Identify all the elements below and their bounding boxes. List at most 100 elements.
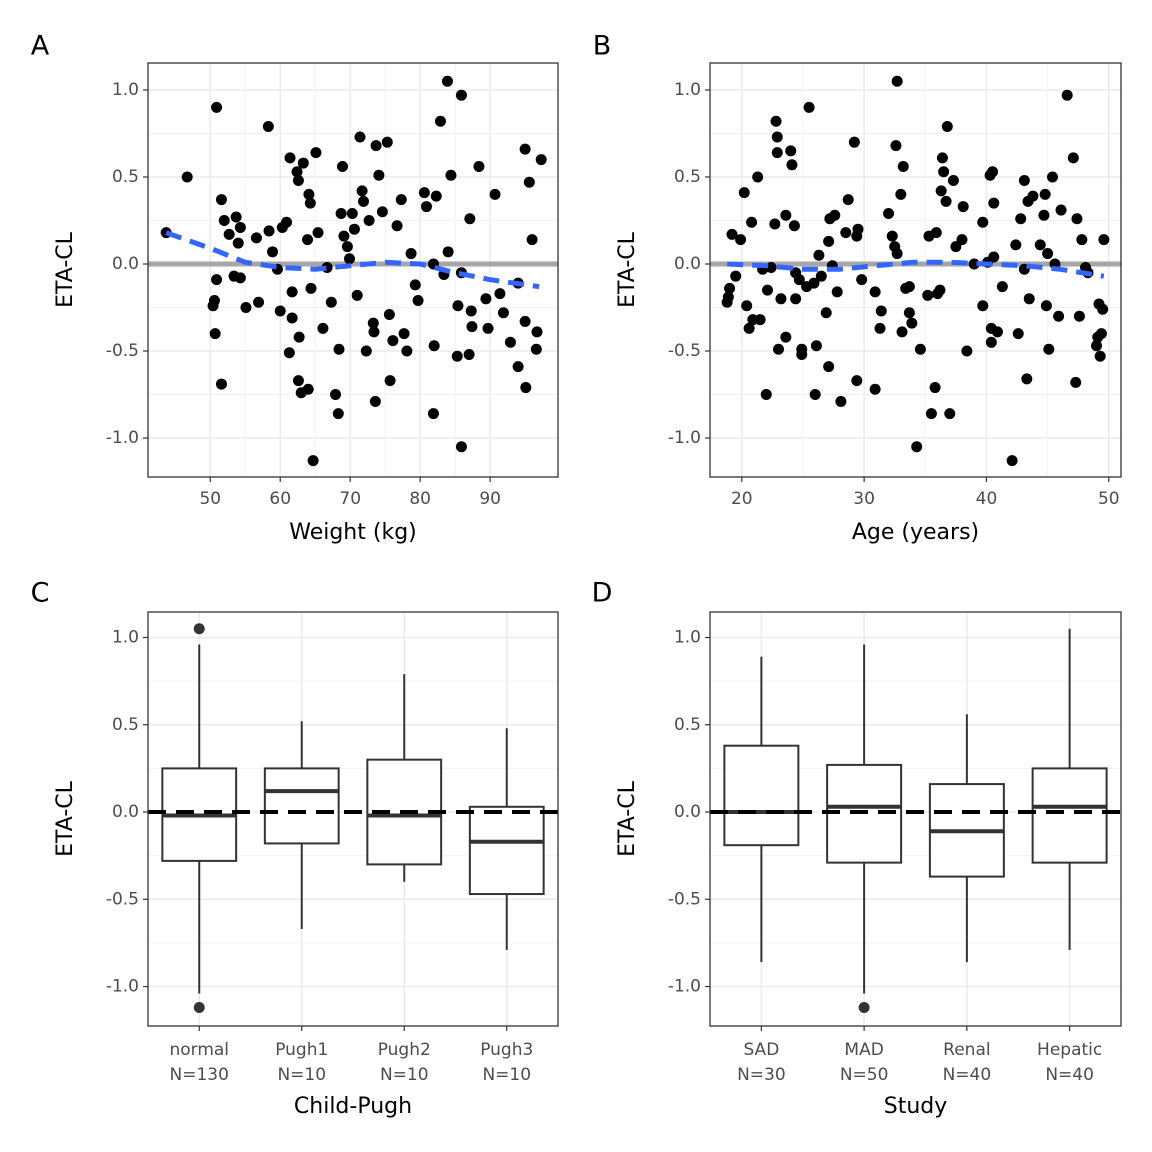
point <box>1053 310 1065 322</box>
point <box>1038 209 1050 221</box>
point <box>780 331 792 343</box>
point <box>215 378 227 390</box>
point <box>291 166 303 178</box>
x-tick-count: N=40 <box>1045 1065 1094 1085</box>
point <box>896 326 908 338</box>
x-tick-count: N=10 <box>277 1065 326 1085</box>
point <box>286 312 298 324</box>
point <box>940 195 952 207</box>
point <box>891 75 903 87</box>
point <box>267 246 279 258</box>
point <box>442 246 454 258</box>
point <box>209 328 221 340</box>
y-tick-label: 1.0 <box>112 80 139 100</box>
point <box>253 296 265 308</box>
point <box>452 300 464 312</box>
point <box>232 237 244 249</box>
y-tick-label: 0.5 <box>674 167 701 187</box>
point <box>851 375 863 387</box>
point <box>230 211 242 223</box>
point <box>302 234 314 246</box>
panel-label: D <box>592 578 613 609</box>
point <box>1012 328 1024 340</box>
point <box>813 249 825 261</box>
point <box>286 286 298 298</box>
point <box>906 317 918 329</box>
point <box>409 279 421 291</box>
point <box>369 395 381 407</box>
point <box>956 234 968 246</box>
point <box>420 201 432 213</box>
point <box>1091 340 1103 352</box>
x-tick-label: 80 <box>409 489 431 509</box>
x-tick-label: Pugh3 <box>480 1040 533 1060</box>
point <box>1067 152 1079 164</box>
point <box>1055 204 1067 216</box>
plot-area <box>148 63 558 477</box>
point <box>786 159 798 171</box>
point <box>726 228 738 240</box>
point <box>938 166 950 178</box>
point <box>793 274 805 286</box>
point <box>1023 293 1035 305</box>
point <box>987 166 999 178</box>
y-tick-label: -1.0 <box>106 428 139 448</box>
point <box>890 140 902 152</box>
point <box>741 300 753 312</box>
point <box>1098 234 1110 246</box>
point <box>988 197 1000 209</box>
point <box>754 314 766 326</box>
x-tick-label: normal <box>169 1040 229 1060</box>
point <box>344 253 356 265</box>
trend-line <box>165 230 540 290</box>
y-axis-title: ETA-CL <box>615 231 640 307</box>
point <box>430 190 442 202</box>
point <box>317 322 329 334</box>
point <box>360 345 372 357</box>
point <box>307 455 319 467</box>
point <box>996 281 1008 293</box>
x-tick-label: 90 <box>479 489 501 509</box>
y-tick-label: 0.5 <box>674 715 701 735</box>
point <box>434 115 446 127</box>
point <box>405 248 417 260</box>
point <box>752 171 764 183</box>
point <box>234 272 246 284</box>
point <box>1021 373 1033 385</box>
x-tick-label: Pugh2 <box>378 1040 431 1060</box>
point <box>391 220 403 232</box>
point <box>985 336 997 348</box>
x-axis-title: Study <box>884 1094 948 1119</box>
point <box>957 201 969 213</box>
point <box>341 241 353 253</box>
point <box>1042 248 1054 260</box>
point <box>211 101 223 113</box>
outlier <box>858 1001 870 1013</box>
y-axis-title: ETA-CL <box>53 780 78 856</box>
y-tick-label: 0.5 <box>112 715 139 735</box>
y-tick-label: 0.0 <box>112 802 139 822</box>
x-axis-title: Weight (kg) <box>289 520 417 545</box>
point <box>335 208 347 220</box>
point <box>1034 239 1046 251</box>
y-tick-label: -1.0 <box>106 977 139 997</box>
box <box>468 805 545 896</box>
point <box>292 375 304 387</box>
point <box>842 194 854 206</box>
point <box>831 286 843 298</box>
point <box>367 317 379 329</box>
point <box>769 218 781 230</box>
x-tick-label: 50 <box>199 489 221 509</box>
point <box>929 382 941 394</box>
point <box>263 225 275 237</box>
point <box>373 169 385 181</box>
point <box>875 305 887 317</box>
point <box>815 270 827 282</box>
point <box>337 161 349 173</box>
point <box>494 288 506 300</box>
point <box>746 216 758 228</box>
panel: D ETA-CL Study -1.0 -0.5 0.0 0.5 1.0 SAD N=30 MAD N… <box>592 578 1122 1119</box>
point <box>796 348 808 360</box>
x-tick-label: 30 <box>853 489 875 509</box>
point <box>1094 350 1106 362</box>
